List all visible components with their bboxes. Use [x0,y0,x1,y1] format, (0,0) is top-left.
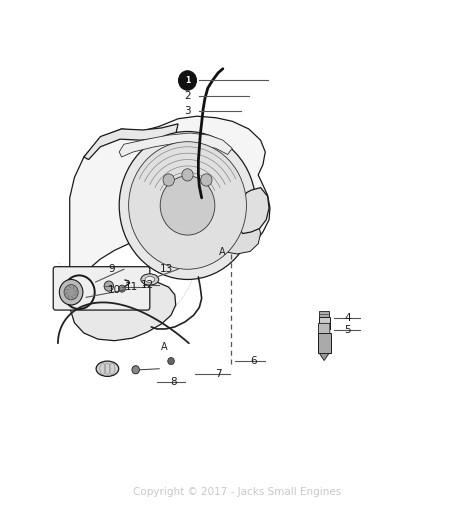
Text: A: A [219,247,225,258]
Polygon shape [70,116,270,307]
Ellipse shape [145,277,155,283]
Text: 12: 12 [141,280,154,289]
Ellipse shape [96,361,118,377]
Circle shape [179,71,197,90]
FancyBboxPatch shape [319,323,330,333]
Polygon shape [217,213,261,254]
Polygon shape [84,124,178,160]
Text: A: A [161,342,167,352]
Text: 8: 8 [170,377,177,386]
Circle shape [104,281,114,291]
Circle shape [132,366,139,374]
Circle shape [119,131,256,280]
Text: 7: 7 [215,369,221,379]
Text: 2: 2 [184,91,191,101]
Text: 3: 3 [184,106,191,116]
Text: 4: 4 [345,313,351,323]
Bar [319,317,330,329]
Text: 13: 13 [160,264,173,274]
Circle shape [64,285,78,300]
Text: 5: 5 [345,325,351,336]
Text: 9: 9 [109,264,116,274]
Bar [319,310,329,317]
Circle shape [118,285,125,292]
Text: 1: 1 [185,76,190,85]
Text: 10: 10 [108,285,121,294]
Circle shape [160,176,215,235]
Polygon shape [239,188,269,233]
Text: Copyright © 2017 - Jacks Small Engines: Copyright © 2017 - Jacks Small Engines [133,487,341,497]
Text: 11: 11 [124,282,137,292]
Polygon shape [319,353,329,361]
Circle shape [201,174,212,186]
Circle shape [168,358,174,365]
Text: 6: 6 [250,356,257,366]
Polygon shape [119,133,232,157]
Circle shape [163,174,174,186]
Text: JACKS
SMALL
ENGINES: JACKS SMALL ENGINES [146,204,201,238]
Bar [318,333,331,353]
Ellipse shape [141,274,159,285]
Circle shape [182,169,193,181]
Circle shape [128,142,246,269]
Polygon shape [70,280,176,341]
FancyBboxPatch shape [53,267,150,310]
Circle shape [59,280,83,305]
